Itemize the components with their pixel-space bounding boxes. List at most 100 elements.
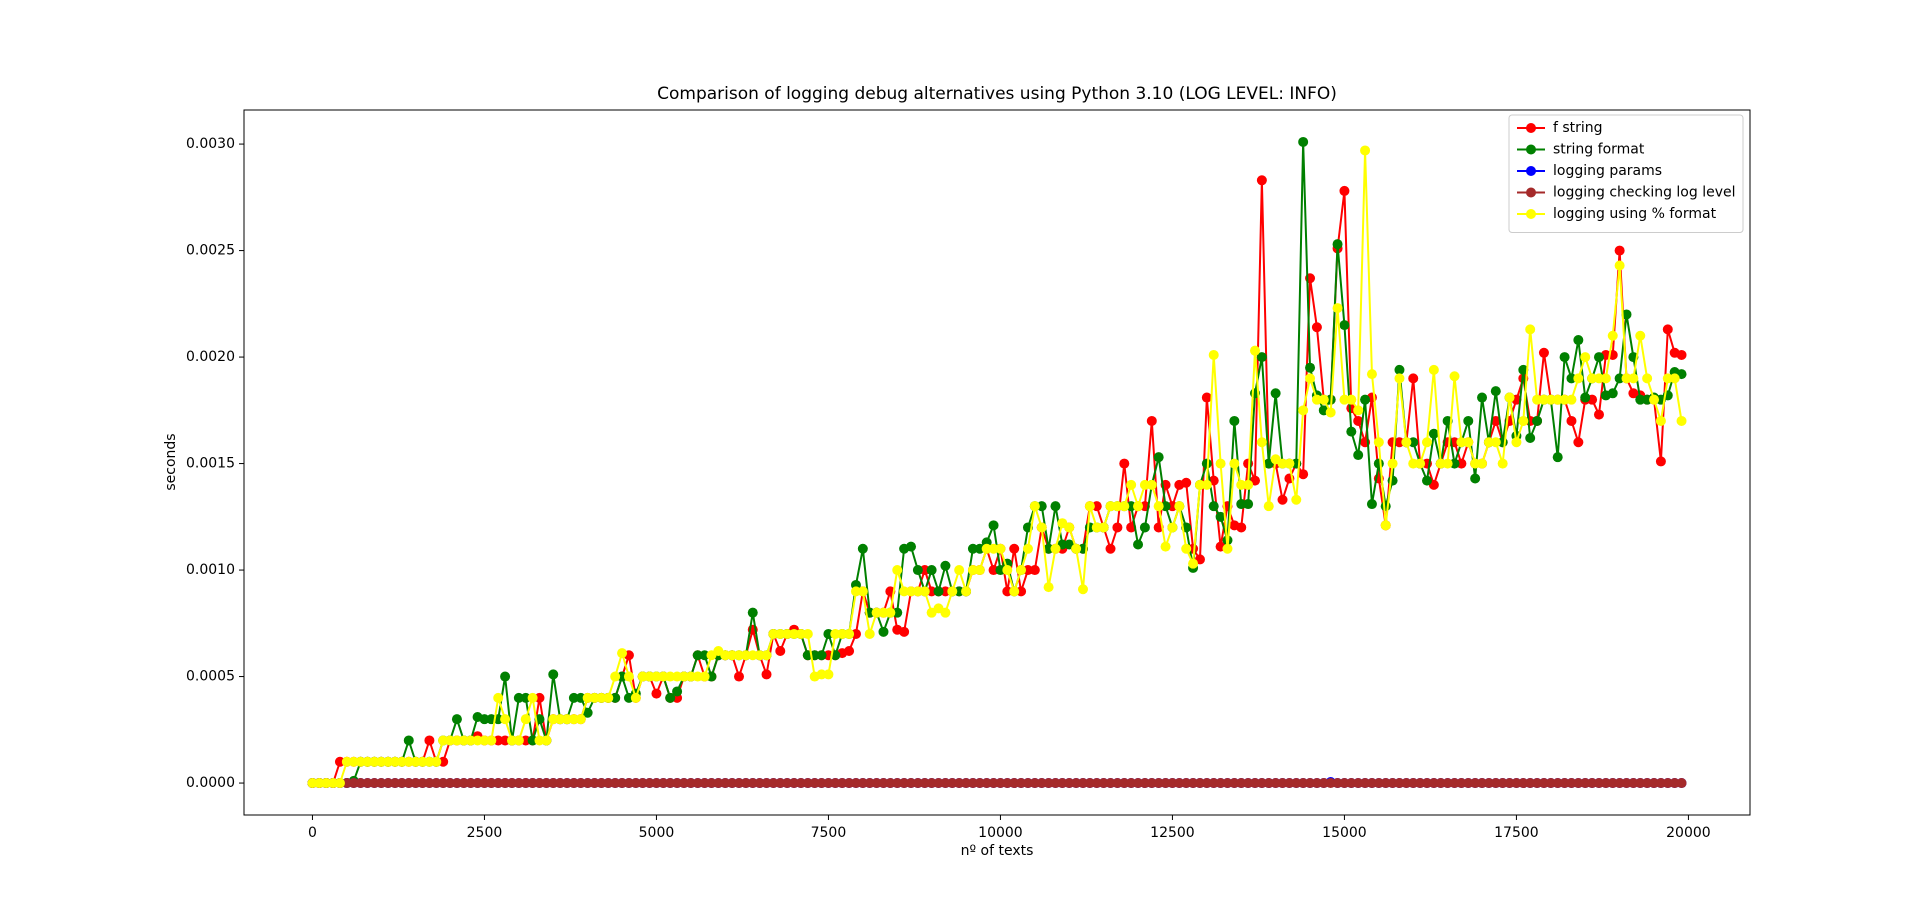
data-point	[1380, 520, 1391, 531]
data-point	[383, 756, 394, 767]
data-point	[1009, 543, 1020, 554]
data-point	[1435, 778, 1446, 789]
data-point	[1360, 394, 1371, 405]
data-point	[919, 565, 930, 576]
data-point	[396, 778, 407, 789]
data-point	[1649, 778, 1660, 789]
data-point	[830, 628, 841, 639]
data-point	[1043, 778, 1054, 789]
data-point	[672, 778, 683, 789]
data-point	[1366, 499, 1377, 510]
data-point	[568, 778, 579, 789]
data-point	[1215, 458, 1226, 469]
data-point	[919, 586, 930, 597]
data-point	[472, 735, 483, 746]
data-point	[795, 628, 806, 639]
y-tick-label: 0.0005	[186, 669, 235, 685]
data-point	[706, 778, 717, 789]
data-point	[334, 778, 345, 789]
data-point	[1339, 394, 1350, 405]
data-point	[864, 628, 875, 639]
data-point	[617, 671, 628, 682]
data-point	[940, 586, 951, 597]
data-point	[390, 756, 401, 767]
data-point	[1360, 778, 1371, 789]
data-point	[1050, 543, 1061, 554]
data-point	[376, 778, 387, 789]
data-point	[1387, 458, 1398, 469]
data-point	[830, 778, 841, 789]
data-point	[1208, 349, 1219, 360]
data-point	[610, 692, 621, 703]
data-point	[1621, 309, 1632, 320]
data-point	[878, 778, 889, 789]
data-point	[1442, 458, 1453, 469]
data-point	[974, 543, 985, 554]
data-point	[417, 778, 428, 789]
data-point	[1043, 543, 1054, 554]
data-point	[1188, 558, 1199, 569]
data-point	[1291, 494, 1302, 505]
data-point	[541, 735, 552, 746]
data-point	[1607, 778, 1618, 789]
data-point	[534, 778, 545, 789]
data-point	[1655, 778, 1666, 789]
data-point	[513, 735, 524, 746]
data-point	[1642, 373, 1653, 384]
data-point	[431, 756, 442, 767]
data-point	[1277, 778, 1288, 789]
data-point	[1160, 501, 1171, 512]
data-point	[1353, 450, 1364, 461]
data-point	[1649, 394, 1660, 405]
data-point	[857, 543, 868, 554]
data-point	[1504, 392, 1515, 403]
data-point	[1112, 778, 1123, 789]
data-point	[816, 669, 827, 680]
data-point	[1573, 335, 1584, 346]
data-point	[1098, 778, 1109, 789]
data-point	[1470, 778, 1481, 789]
data-point	[1676, 349, 1687, 360]
data-point	[1552, 394, 1563, 405]
data-point	[720, 778, 731, 789]
data-point	[1112, 522, 1123, 533]
data-point	[1559, 352, 1570, 363]
data-point	[410, 778, 421, 789]
data-point	[403, 735, 414, 746]
data-point	[747, 650, 758, 661]
data-point	[575, 692, 586, 703]
x-tick-label: 20000	[1666, 825, 1711, 841]
data-point	[1373, 778, 1384, 789]
data-point	[1064, 522, 1075, 533]
data-point	[1050, 778, 1061, 789]
data-point	[1339, 320, 1350, 331]
data-point	[1201, 458, 1212, 469]
data-point	[1435, 458, 1446, 469]
data-point	[1311, 394, 1322, 405]
data-point	[1525, 324, 1536, 335]
data-point	[899, 586, 910, 597]
data-point	[1181, 543, 1192, 554]
data-point	[761, 669, 772, 680]
data-point	[493, 735, 504, 746]
data-point	[348, 778, 359, 789]
data-point	[1470, 473, 1481, 484]
data-point	[892, 607, 903, 618]
data-point	[926, 586, 937, 597]
data-point	[899, 778, 910, 789]
y-tick-label: 0.0010	[186, 562, 235, 578]
data-point	[1621, 373, 1632, 384]
data-point	[472, 778, 483, 789]
data-point	[582, 707, 593, 718]
data-point	[1470, 458, 1481, 469]
data-point	[1146, 479, 1157, 490]
data-point	[1181, 778, 1192, 789]
data-point	[1662, 373, 1673, 384]
data-point	[926, 778, 937, 789]
data-point	[1463, 778, 1474, 789]
data-point	[988, 543, 999, 554]
data-point	[1353, 405, 1364, 416]
data-point	[1057, 778, 1068, 789]
data-point	[1091, 778, 1102, 789]
data-point	[967, 565, 978, 576]
